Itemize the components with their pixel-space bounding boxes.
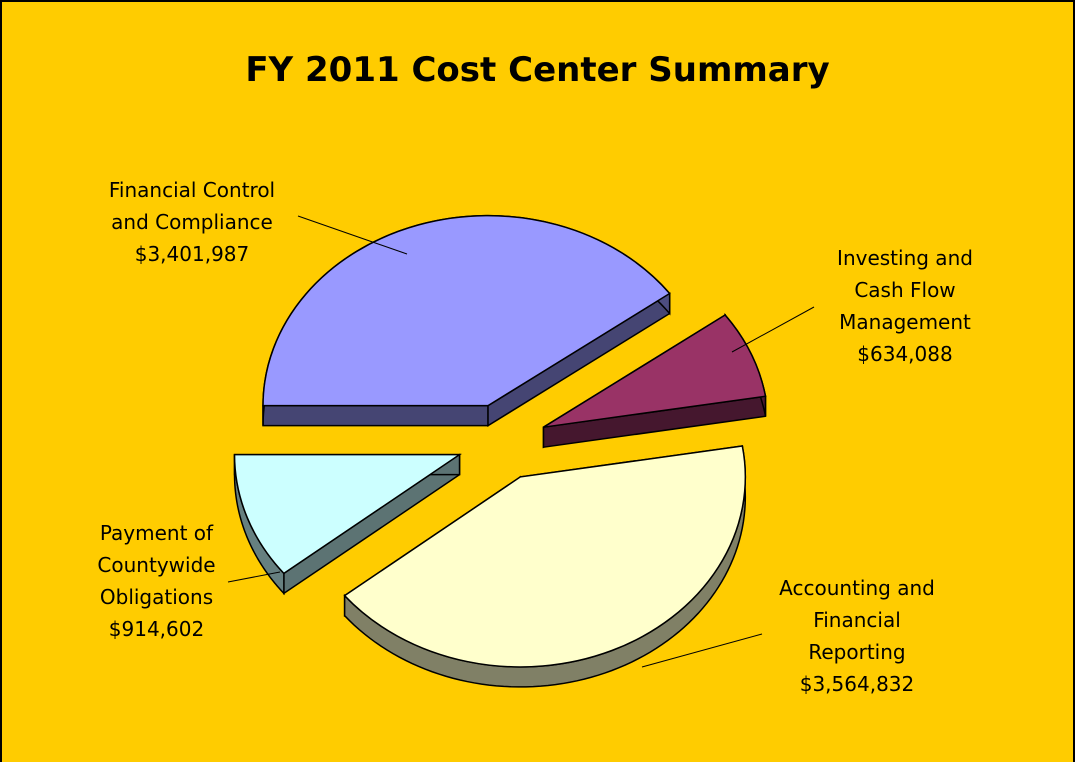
slice-label: Investing and Cash Flow Management $634,0… — [830, 242, 980, 370]
slice-face — [262, 404, 489, 427]
value-label: $3,564,832 — [799, 672, 915, 696]
value-label: $3,401,987 — [134, 242, 250, 266]
slice — [343, 445, 747, 668]
leader-line — [227, 571, 281, 583]
leader-line — [641, 633, 763, 668]
leader-line — [731, 306, 815, 353]
category-label: Investing and Cash Flow Management — [837, 246, 973, 334]
value-label: $634,088 — [857, 342, 953, 366]
value-label: $914,602 — [108, 617, 205, 641]
slice-label: Payment of Countywide Obligations $914,60… — [94, 517, 219, 645]
slice-tops — [233, 214, 767, 668]
category-label: Payment of Countywide Obligations — [97, 521, 216, 609]
slice-label: Financial Control and Compliance $3,401,9… — [97, 174, 287, 270]
slice — [543, 314, 767, 428]
leader-line — [297, 215, 408, 255]
category-label: Financial Control and Compliance — [108, 178, 276, 234]
slice — [262, 214, 671, 407]
chart-title: FY 2011 Cost Center Summary — [245, 50, 830, 90]
category-label: Accounting and Financial Reporting — [779, 576, 935, 664]
slice-label: Accounting and Financial Reporting $3,564… — [772, 572, 942, 700]
slice — [233, 453, 462, 575]
